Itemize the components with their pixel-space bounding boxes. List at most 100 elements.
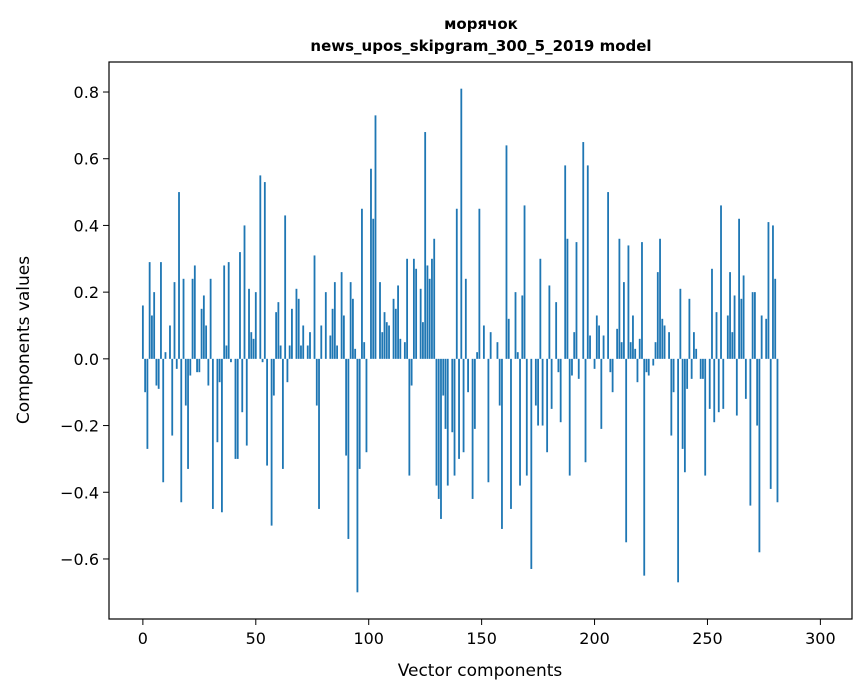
bar [534,358,537,406]
bar [297,298,300,359]
bar [288,345,291,359]
bar [254,292,257,359]
bar [717,358,720,413]
bar [548,285,551,359]
bar [647,358,650,376]
bar [652,358,655,366]
bar [372,218,375,359]
bar [774,278,777,359]
bar [722,358,725,409]
bar [478,208,481,359]
bar [670,358,673,436]
bar [234,358,237,459]
bar [661,318,664,359]
bar [419,288,422,359]
bar [584,358,587,463]
bar [668,332,670,359]
bar [519,358,521,486]
bar [636,358,639,383]
bar [453,358,456,476]
bar [435,358,438,486]
bar [742,275,745,359]
bar [731,332,734,359]
bar [607,192,609,359]
bar [422,322,424,359]
bar [162,358,165,483]
bar [148,262,151,359]
bar [440,358,442,519]
bar [537,358,539,426]
bar [501,358,503,529]
bar [530,358,533,569]
bar [205,325,208,359]
bar [252,338,255,359]
bar [155,358,158,386]
x-tick-label: 0 [138,629,148,648]
y-axis: −0.6 −0.4 −0.2 0.0 0.2 0.4 0.6 0.8 [60,83,109,569]
bar [200,308,203,359]
bar [216,358,219,443]
bar [272,358,275,396]
bar [315,358,318,406]
y-tick-label: 0.0 [74,350,99,369]
bar [397,285,399,359]
bar [164,352,167,359]
bar [363,342,366,359]
bar [473,358,476,429]
bar [693,332,695,359]
bar [313,255,316,359]
bar [629,342,632,359]
bar [239,252,241,359]
bar [291,308,293,359]
bar-series [141,88,779,593]
x-tick-label: 100 [353,629,384,648]
bar [437,358,440,499]
bar [279,345,282,359]
bar [516,352,519,359]
bar [708,358,711,409]
bar [555,302,558,359]
bar [505,145,508,359]
bar [467,358,469,393]
bar [489,332,492,359]
bar [769,358,772,489]
bar [577,358,580,379]
bar [356,358,359,593]
bar [521,295,524,359]
bar [751,292,754,359]
bar [641,242,643,359]
bar [625,358,628,543]
bar [464,278,467,359]
bar [760,315,763,359]
bar [609,358,612,373]
y-tick-label: 0.8 [74,83,99,102]
bar [374,115,377,359]
bar [286,358,289,383]
bar [171,358,174,436]
bar [690,358,693,379]
bar [184,358,187,406]
bar [557,358,560,373]
bar [345,358,348,456]
bar [539,258,542,359]
bar [270,358,273,526]
bar [211,358,214,509]
bar [365,358,368,453]
bar [329,335,332,359]
bar [568,358,571,476]
bar [406,258,409,359]
bar [394,308,397,359]
bar [566,238,569,359]
bar [681,358,684,449]
bar [715,312,718,359]
bar [320,325,323,359]
bar [431,258,433,359]
bar [202,295,205,359]
bar [227,262,230,359]
bar [598,325,600,359]
bar [230,358,232,363]
bar [277,302,280,359]
bar [688,298,691,359]
bar [207,358,210,386]
bar [634,348,637,359]
